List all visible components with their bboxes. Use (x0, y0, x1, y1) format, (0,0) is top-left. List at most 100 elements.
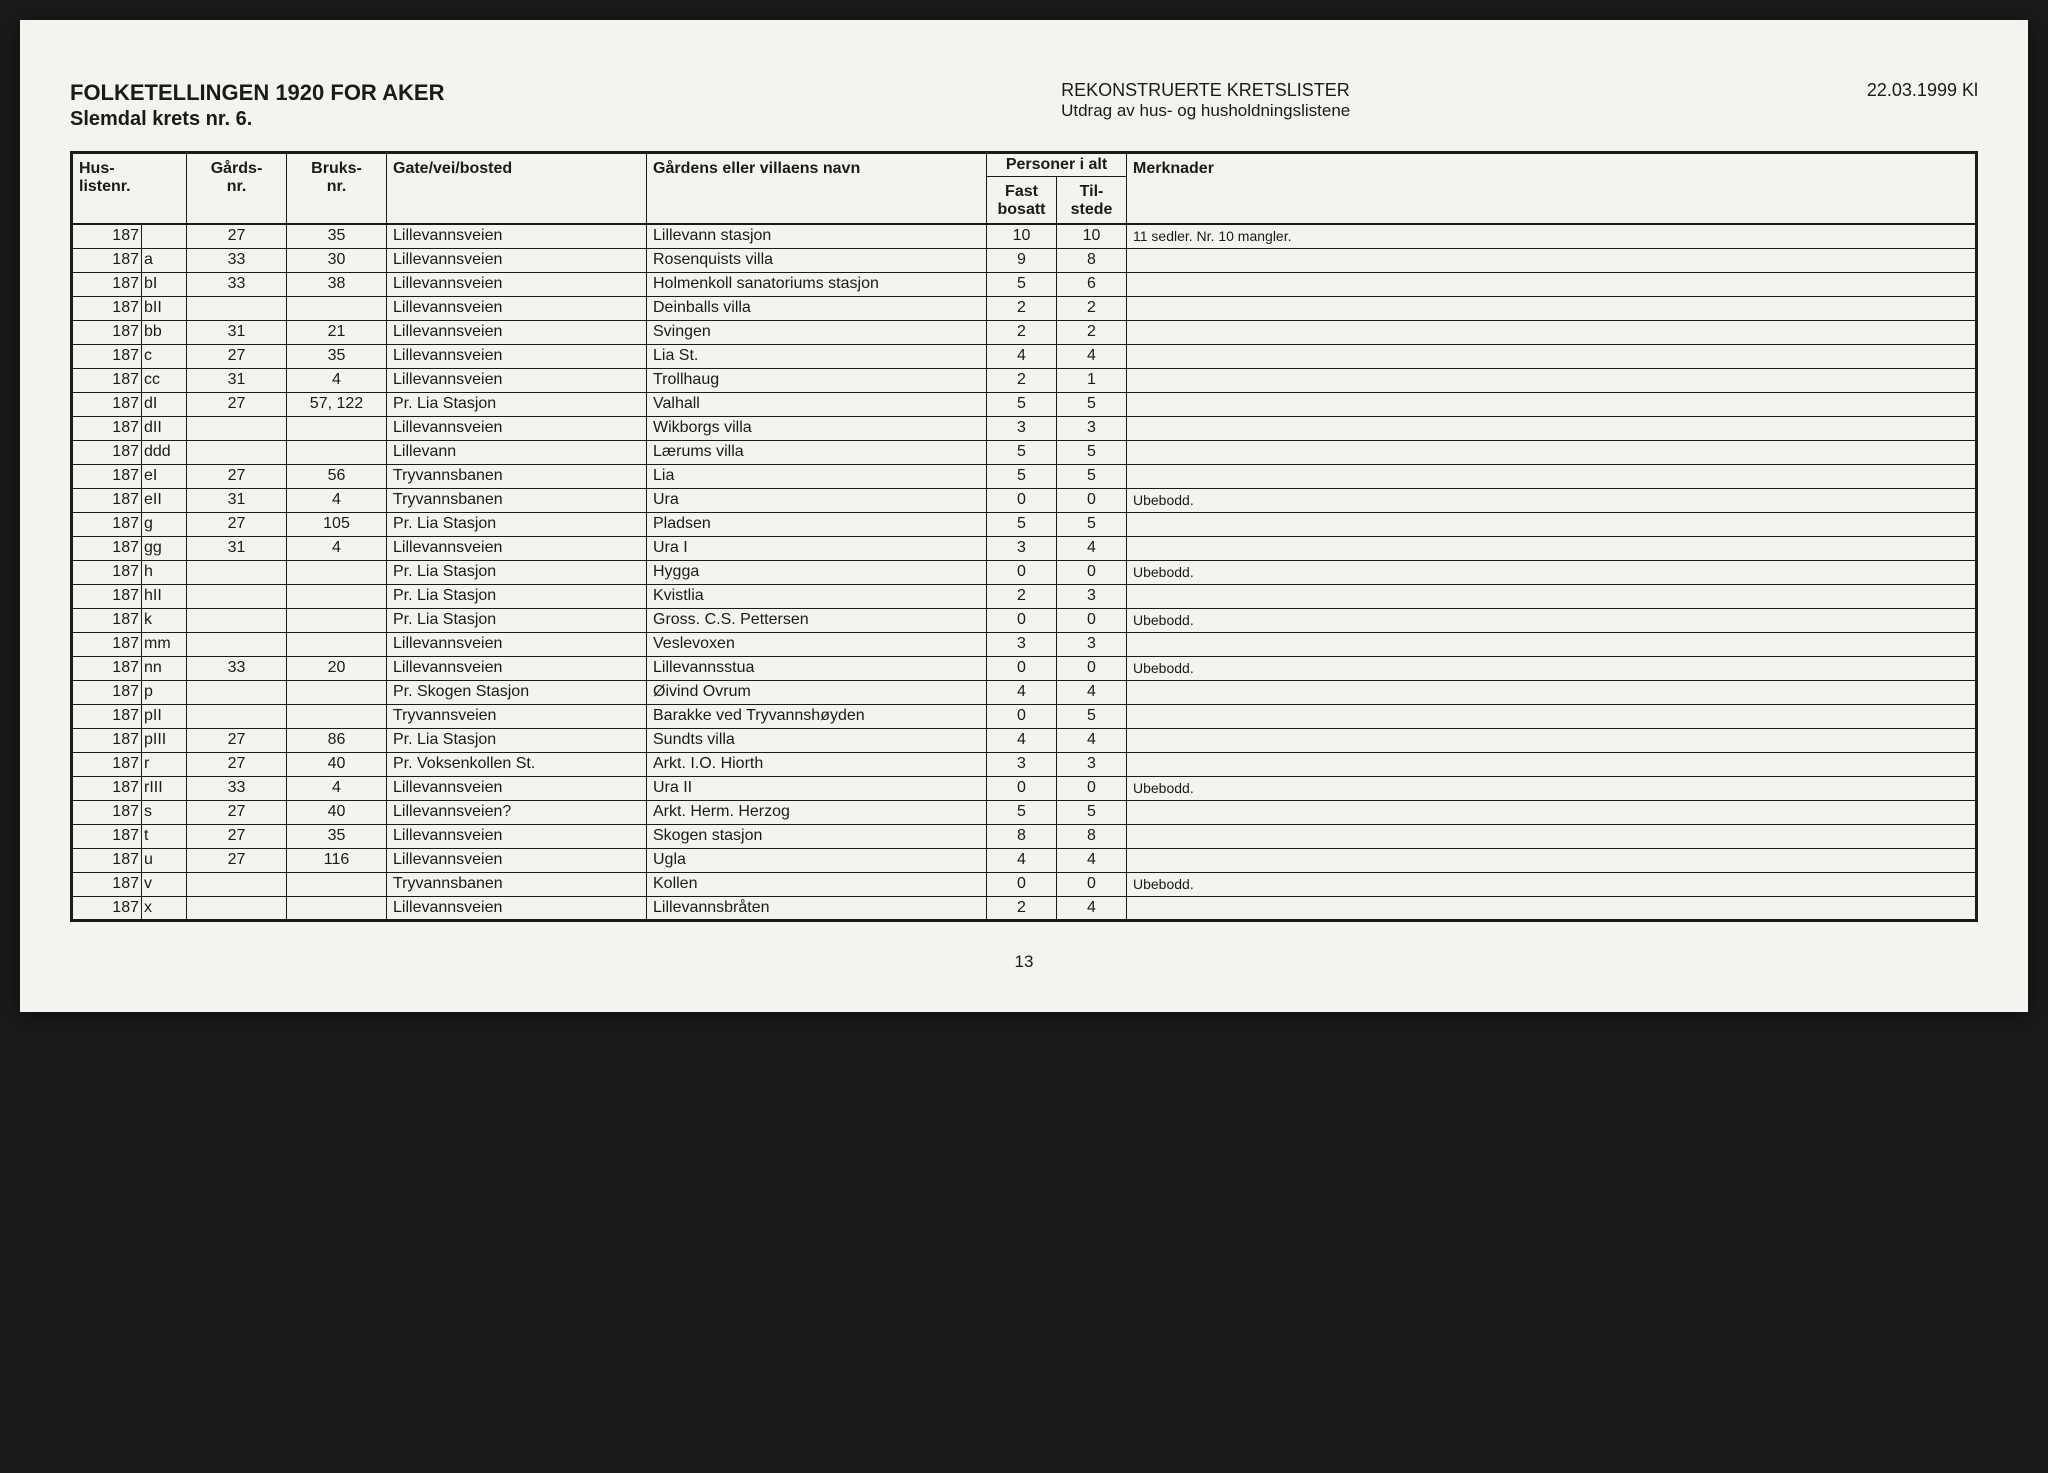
cell-gardnavn: Pladsen (647, 512, 987, 536)
cell-suffix: rIII (142, 776, 187, 800)
col-merk: Merknader (1127, 153, 1977, 225)
cell-suffix: eI (142, 464, 187, 488)
cell-gate: Tryvannsbanen (387, 464, 647, 488)
cell-gards (187, 632, 287, 656)
cell-suffix: g (142, 512, 187, 536)
cell-bruks (287, 416, 387, 440)
cell-gards (187, 584, 287, 608)
cell-merk (1127, 440, 1977, 464)
col-husliste: Hus- listenr. (72, 153, 187, 225)
cell-gardnavn: Kollen (647, 872, 987, 896)
cell-husliste: 187 (72, 416, 142, 440)
cell-gardnavn: Veslevoxen (647, 632, 987, 656)
cell-bruks (287, 632, 387, 656)
cell-husliste: 187 (72, 632, 142, 656)
cell-til: 6 (1057, 272, 1127, 296)
cell-suffix: dII (142, 416, 187, 440)
cell-fast: 4 (987, 680, 1057, 704)
cell-gate: Pr. Skogen Stasjon (387, 680, 647, 704)
cell-bruks (287, 608, 387, 632)
cell-gate: Lillevannsveien (387, 320, 647, 344)
cell-gate: Pr. Lia Stasjon (387, 392, 647, 416)
cell-til: 0 (1057, 656, 1127, 680)
cell-husliste: 187 (72, 824, 142, 848)
cell-husliste: 187 (72, 320, 142, 344)
cell-suffix: bII (142, 296, 187, 320)
cell-til: 0 (1057, 608, 1127, 632)
cell-suffix: h (142, 560, 187, 584)
cell-gards: 31 (187, 368, 287, 392)
table-row: 187 nn 33 20 Lillevannsveien Lillevannss… (72, 656, 1977, 680)
cell-suffix: eII (142, 488, 187, 512)
cell-gate: Lillevannsveien? (387, 800, 647, 824)
table-row: 187 x Lillevannsveien Lillevannsbråten 2… (72, 896, 1977, 920)
cell-til: 4 (1057, 680, 1127, 704)
cell-bruks: 4 (287, 776, 387, 800)
table-row: 187 p Pr. Skogen Stasjon Øivind Ovrum 4 … (72, 680, 1977, 704)
cell-husliste: 187 (72, 680, 142, 704)
cell-husliste: 187 (72, 344, 142, 368)
cell-til: 5 (1057, 440, 1127, 464)
table-row: 187 s 27 40 Lillevannsveien? Arkt. Herm.… (72, 800, 1977, 824)
header-right: 22.03.1999 Kl (1867, 80, 1978, 101)
cell-til: 4 (1057, 848, 1127, 872)
table-row: 187 a 33 30 Lillevannsveien Rosenquists … (72, 248, 1977, 272)
cell-husliste: 187 (72, 440, 142, 464)
cell-gards: 27 (187, 464, 287, 488)
cell-bruks: 21 (287, 320, 387, 344)
cell-merk (1127, 512, 1977, 536)
cell-fast: 2 (987, 320, 1057, 344)
cell-fast: 3 (987, 416, 1057, 440)
cell-fast: 4 (987, 848, 1057, 872)
cell-suffix: bI (142, 272, 187, 296)
cell-fast: 9 (987, 248, 1057, 272)
cell-gardnavn: Hygga (647, 560, 987, 584)
cell-gate: Lillevannsveien (387, 296, 647, 320)
table-row: 187 h Pr. Lia Stasjon Hygga 0 0 Ubebodd. (72, 560, 1977, 584)
cell-gate: Lillevannsveien (387, 272, 647, 296)
table-row: 187 c 27 35 Lillevannsveien Lia St. 4 4 (72, 344, 1977, 368)
cell-merk (1127, 680, 1977, 704)
cell-til: 2 (1057, 320, 1127, 344)
cell-suffix: cc (142, 368, 187, 392)
cell-gardnavn: Ugla (647, 848, 987, 872)
cell-fast: 5 (987, 272, 1057, 296)
cell-merk (1127, 848, 1977, 872)
cell-husliste: 187 (72, 560, 142, 584)
cell-gate: Tryvannsbanen (387, 488, 647, 512)
cell-gate: Lillevannsveien (387, 848, 647, 872)
page-number: 13 (70, 952, 1978, 972)
cell-gards (187, 704, 287, 728)
cell-bruks: 40 (287, 800, 387, 824)
cell-merk (1127, 368, 1977, 392)
cell-husliste: 187 (72, 752, 142, 776)
cell-bruks: 38 (287, 272, 387, 296)
cell-bruks: 35 (287, 824, 387, 848)
cell-suffix: dI (142, 392, 187, 416)
cell-gate: Lillevannsveien (387, 632, 647, 656)
cell-gate: Lillevannsveien (387, 656, 647, 680)
cell-husliste: 187 (72, 248, 142, 272)
cell-bruks: 57, 122 (287, 392, 387, 416)
table-row: 187 k Pr. Lia Stasjon Gross. C.S. Petter… (72, 608, 1977, 632)
cell-suffix: u (142, 848, 187, 872)
cell-til: 0 (1057, 488, 1127, 512)
cell-husliste: 187 (72, 392, 142, 416)
cell-gate: Tryvannsbanen (387, 872, 647, 896)
cell-suffix: pIII (142, 728, 187, 752)
cell-gardnavn: Lia St. (647, 344, 987, 368)
cell-gards: 27 (187, 224, 287, 248)
cell-til: 10 (1057, 224, 1127, 248)
cell-gards: 27 (187, 344, 287, 368)
col-bruks: Bruks- nr. (287, 153, 387, 225)
cell-husliste: 187 (72, 872, 142, 896)
cell-gards: 33 (187, 272, 287, 296)
cell-fast: 2 (987, 896, 1057, 920)
table-row: 187 v Tryvannsbanen Kollen 0 0 Ubebodd. (72, 872, 1977, 896)
cell-bruks: 4 (287, 368, 387, 392)
cell-til: 0 (1057, 872, 1127, 896)
table-row: 187 bb 31 21 Lillevannsveien Svingen 2 2 (72, 320, 1977, 344)
cell-gardnavn: Ura II (647, 776, 987, 800)
cell-gate: Pr. Lia Stasjon (387, 512, 647, 536)
cell-til: 5 (1057, 512, 1127, 536)
